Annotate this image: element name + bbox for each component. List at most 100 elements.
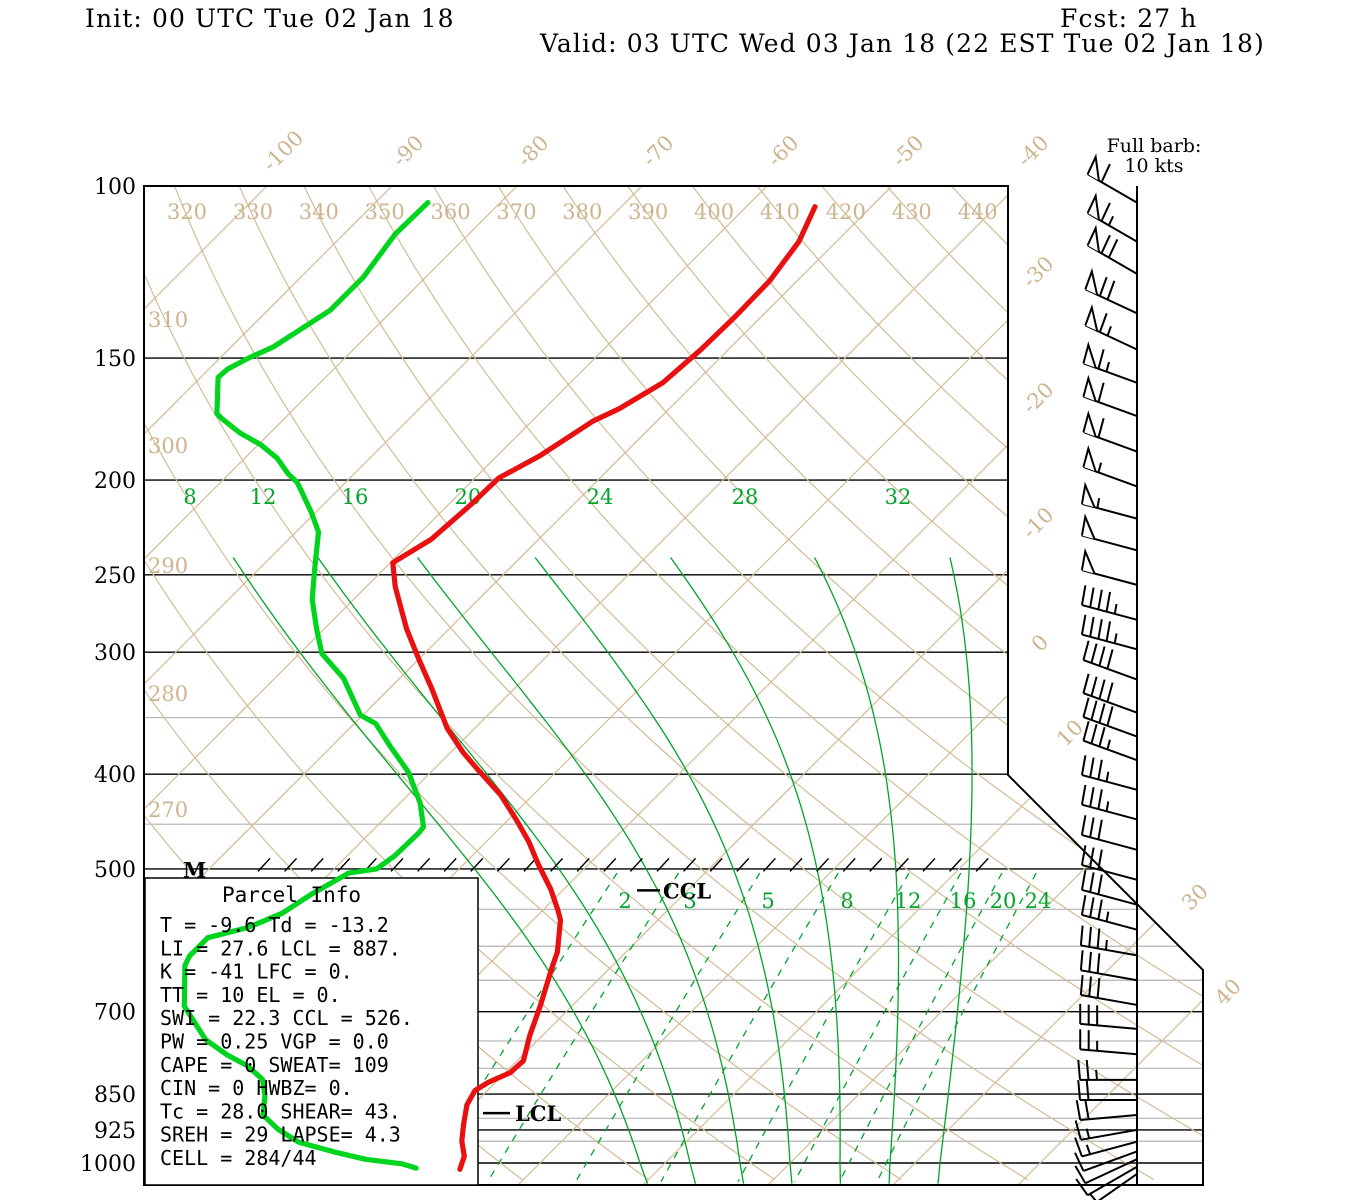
isotherm-top-label: -60	[763, 131, 804, 172]
wind-barb-full	[1074, 1165, 1087, 1184]
wind-barb	[1082, 640, 1138, 681]
mixing-ratio-label: 24	[1025, 889, 1052, 913]
wind-barb-half	[1113, 603, 1118, 615]
pressure-tick-label: 850	[94, 1083, 136, 1108]
wind-barb-full	[1098, 703, 1106, 724]
wind-barb-column	[1074, 153, 1138, 1200]
hatch-tick	[310, 857, 324, 872]
wind-barb	[1086, 153, 1138, 204]
wind-barb-staff	[1083, 692, 1138, 714]
wind-barb-full	[1097, 759, 1103, 780]
wind-barb-full	[1100, 163, 1111, 183]
wind-barb	[1074, 1120, 1138, 1141]
wind-barb-full	[1089, 787, 1095, 808]
dry-adiabat-label: 340	[299, 200, 339, 224]
moist-adiabat-label: 16	[342, 485, 369, 509]
wind-barb-staff	[1083, 1150, 1138, 1172]
dry-adiabat-label: 380	[562, 200, 602, 224]
barb-legend-line1: Full barb:	[1107, 135, 1202, 157]
wind-barb-half	[1113, 633, 1118, 644]
wind-barb-pennant	[1082, 374, 1097, 402]
init-time-label: Init: 00 UTC Tue 02 Jan 18	[85, 4, 455, 33]
dry-adiabat-line	[691, 186, 1203, 1181]
wind-barb-full	[1080, 784, 1087, 805]
wind-barb	[1080, 513, 1138, 552]
dry-adiabat-line	[144, 186, 902, 1181]
wind-barb-pennant	[1080, 513, 1096, 540]
chart-layers: M 320 330 340 350 360 370 380 390 400 410 420 430 440…	[80, 126, 1246, 1200]
isotherm-line	[144, 186, 393, 1185]
wind-barb-full	[1098, 679, 1106, 700]
pressure-tick-label: 500	[94, 858, 136, 883]
dry-adiabat-label: 430	[892, 200, 932, 224]
dry-adiabat-line	[144, 186, 1029, 1181]
fcst-hour-label: Fcst: 27 h	[1060, 4, 1197, 33]
hatch-tick	[284, 857, 298, 872]
wind-barb-full	[1074, 1120, 1082, 1141]
wind-barb-staff	[1081, 633, 1138, 651]
dry-adiabat-label: 400	[694, 200, 734, 224]
wind-barb	[1082, 697, 1138, 738]
wind-barb-pennant	[1084, 267, 1099, 295]
wind-barb-full	[1082, 721, 1090, 741]
wind-barb	[1080, 755, 1138, 791]
wind-barb-full	[1096, 977, 1101, 999]
wind-barb-half	[1095, 1069, 1098, 1080]
wind-barb-full	[1090, 724, 1098, 744]
wind-barb-staff	[1087, 1165, 1138, 1197]
isotherm-right-label: 0	[1027, 630, 1053, 656]
wind-barb-staff	[1083, 395, 1138, 418]
isotherm-top-label: -80	[513, 131, 554, 172]
parcel-info-row: PW = 0.25 VGP = 0.0	[160, 1030, 389, 1054]
wind-barb-pennant	[1086, 153, 1100, 181]
hatch-tick	[496, 857, 510, 872]
hatch-tick	[869, 857, 883, 872]
isotherm-line	[144, 186, 643, 1185]
dry-adiabat-line	[173, 186, 1155, 1181]
dry-adiabat-line	[886, 186, 1203, 1181]
wind-barb	[1077, 1079, 1137, 1101]
wind-barb-pennant	[1080, 481, 1096, 508]
wind-barb-full	[1080, 895, 1087, 916]
moist-adiabat-label: 28	[732, 485, 759, 509]
mixing-ratio-line	[575, 872, 761, 1183]
wind-barb-full	[1089, 587, 1095, 608]
wind-barb-full	[1088, 951, 1092, 972]
wind-barb-full	[1090, 643, 1098, 664]
wind-barb-full	[1084, 1099, 1090, 1120]
lcl-marker-label: LCL	[515, 1101, 561, 1126]
wind-barb-staff	[1080, 969, 1138, 982]
wind-barb-full	[1098, 646, 1106, 667]
wind-barb-pennant	[1082, 445, 1097, 472]
wind-barb-full	[1075, 1178, 1089, 1196]
mixing-ratio-label: 5	[761, 889, 774, 913]
wind-barb-full	[1075, 1100, 1082, 1121]
dry-adiabat-labels: 320 330 340 350 360 370 380 390 400 410 420 430 440 3…	[148, 200, 998, 822]
wind-barb-staff	[1081, 604, 1138, 621]
max-wind-marker: M	[183, 858, 206, 883]
wind-barb-pennant	[1084, 303, 1099, 332]
wind-barb-full	[1097, 899, 1103, 920]
wind-barb-full	[1097, 819, 1103, 840]
wind-barb-full	[1097, 874, 1103, 895]
mixing-ratio-label: 8	[840, 889, 853, 913]
hatch-tick	[470, 857, 484, 872]
wind-barb-full	[1080, 755, 1087, 776]
dry-adiabat-line	[238, 186, 1203, 1181]
wind-barb-full	[1080, 870, 1087, 891]
parcel-info-row: SWI = 22.3 CCL = 526.	[160, 1006, 413, 1030]
wind-barb-full	[1106, 280, 1116, 300]
wind-barb	[1082, 374, 1138, 418]
hatch-tick	[736, 857, 750, 872]
isotherm-line	[1017, 186, 1203, 1185]
wind-barb-half	[1085, 1128, 1091, 1139]
wind-barb-staff	[1081, 913, 1138, 931]
moist-adiabat-line	[814, 557, 900, 1184]
wind-barb-staff	[1081, 774, 1138, 791]
wind-barb-staff	[1080, 1022, 1138, 1030]
wind-barb	[1080, 845, 1138, 881]
barb-legend-line2: 10 kts	[1124, 155, 1183, 177]
isotherm-line	[144, 186, 518, 1185]
wind-barb-full	[1088, 926, 1092, 948]
dry-adiabat-label: 360	[431, 200, 471, 224]
